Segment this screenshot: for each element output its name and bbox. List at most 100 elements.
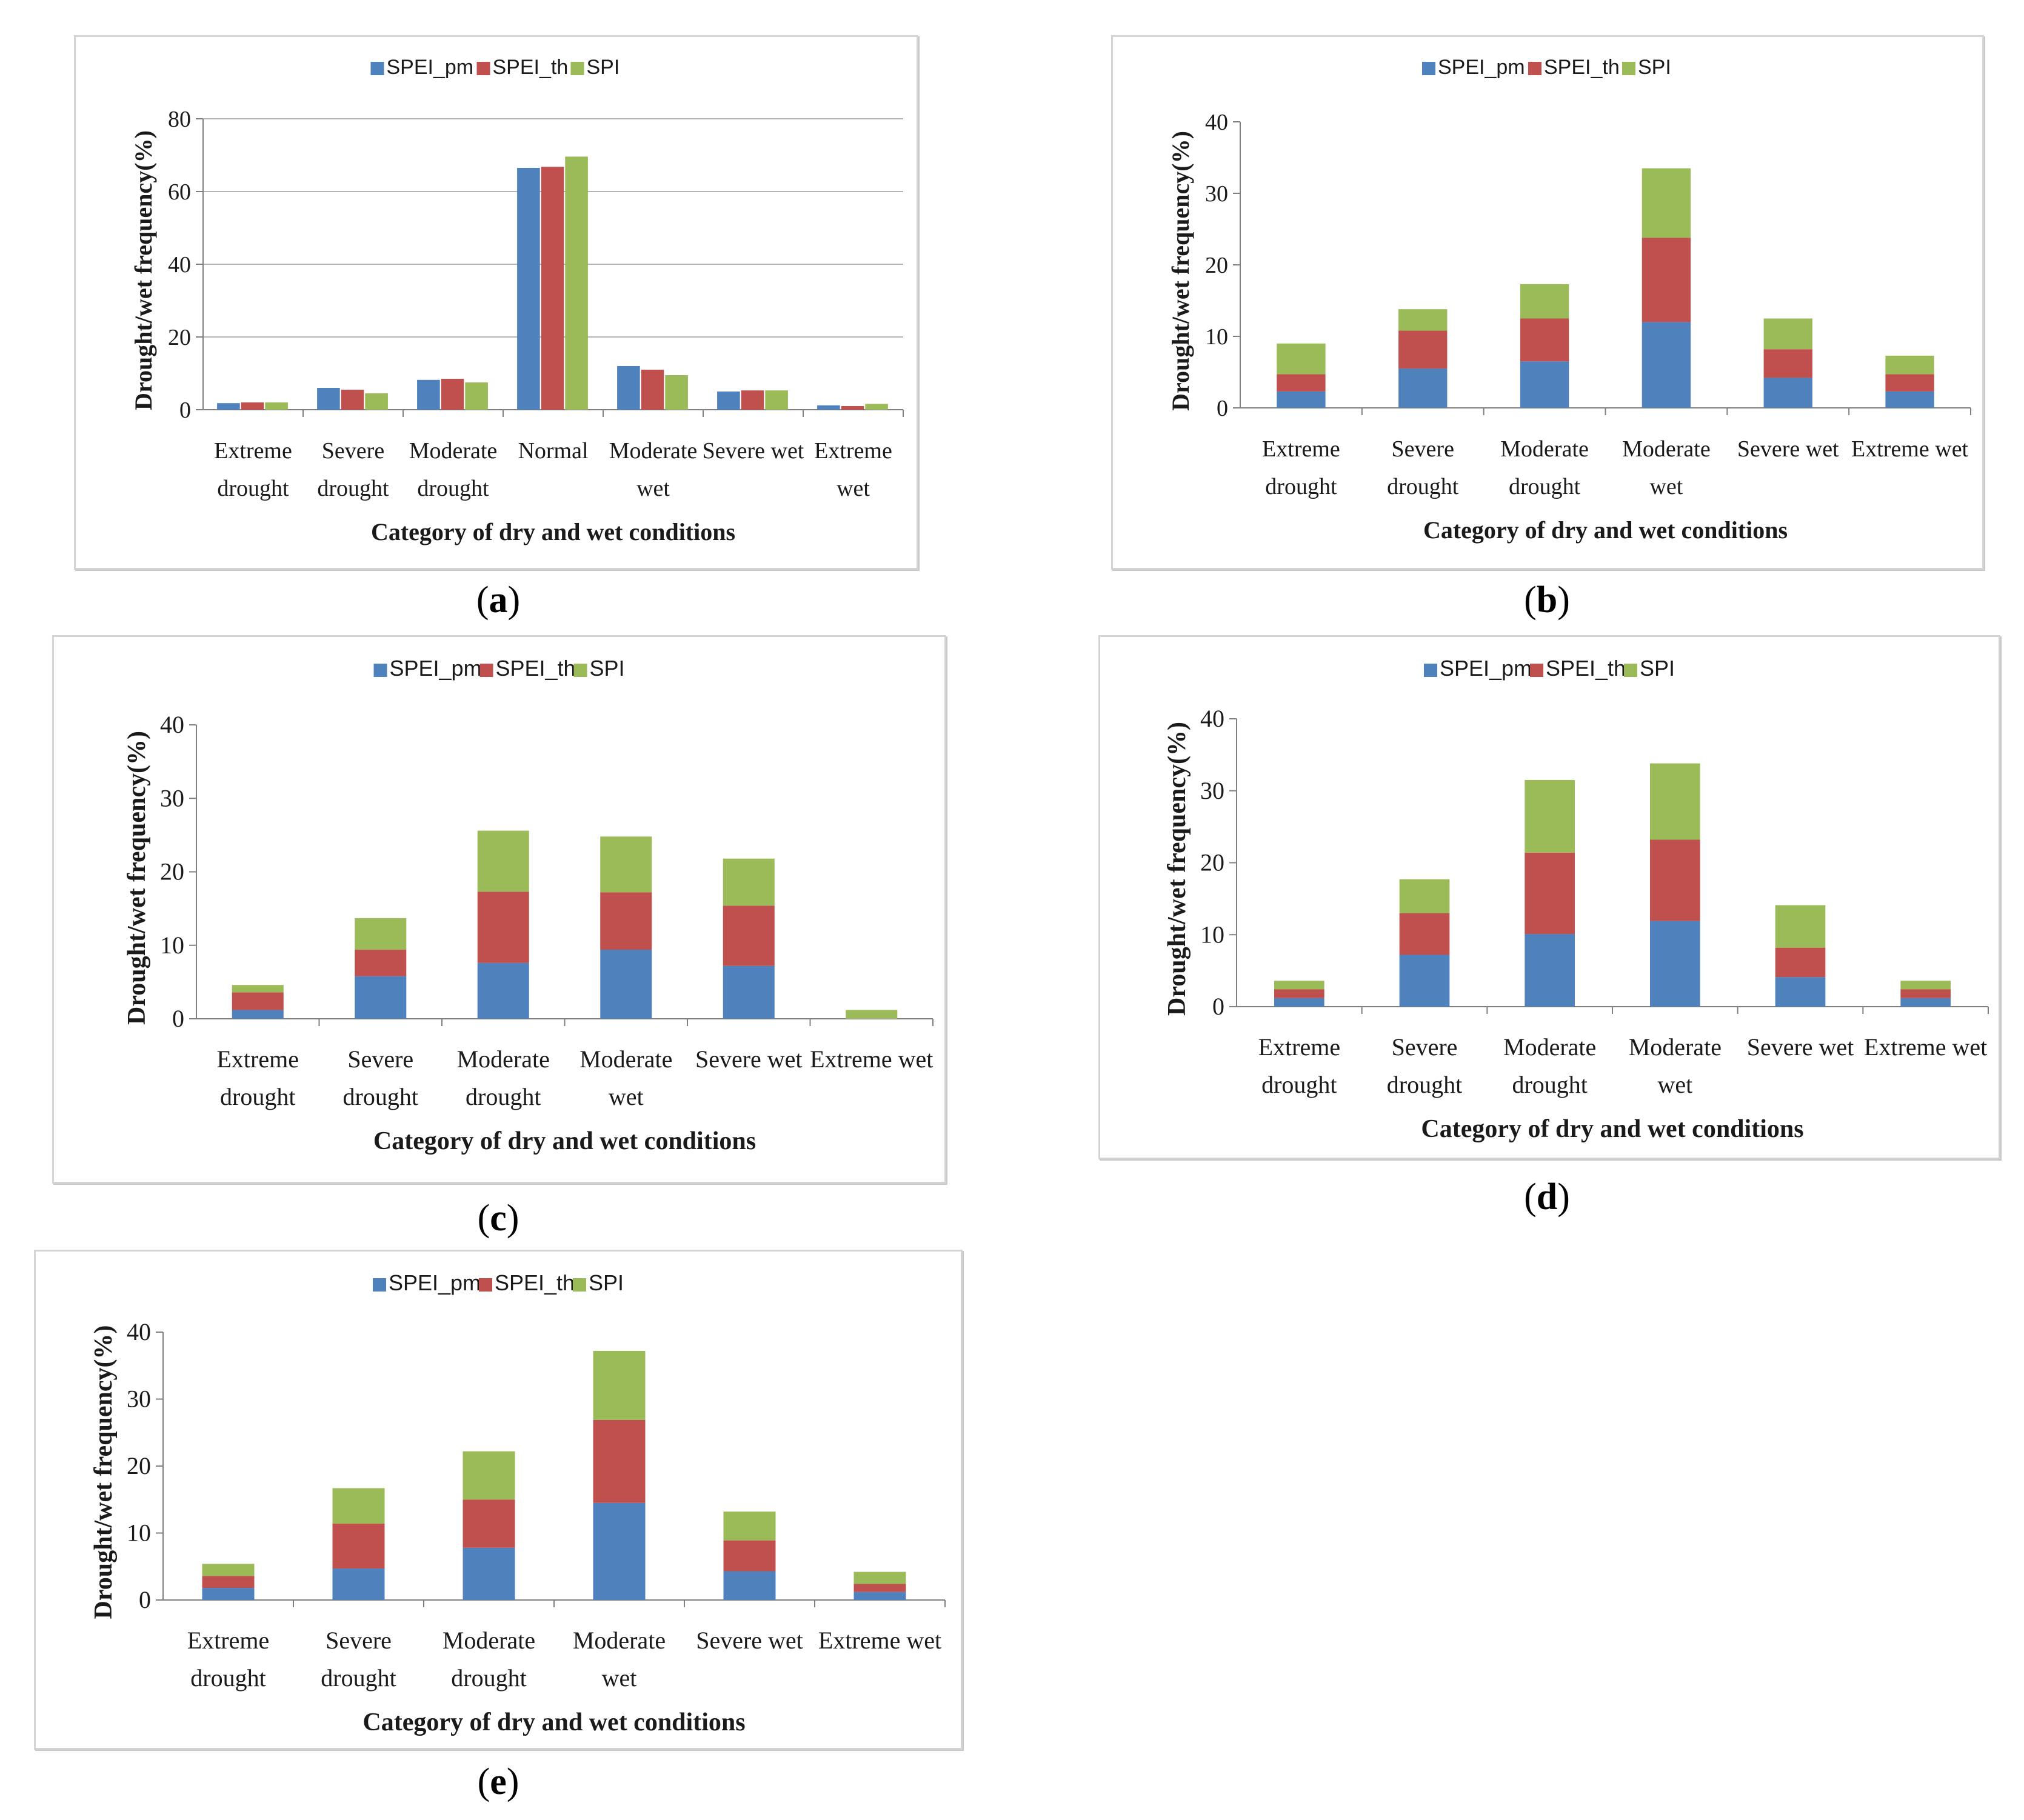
x-axis-title: Category of dry and wet conditions xyxy=(371,518,735,545)
x-axis-title: Category of dry and wet conditions xyxy=(362,1708,745,1736)
caption-e: (e) xyxy=(477,1761,519,1802)
bar-spei-pm xyxy=(477,962,529,1019)
y-tick-label: 10 xyxy=(1200,921,1224,948)
x-tick-label: wet xyxy=(837,476,870,501)
bar-spei-pm xyxy=(417,379,440,410)
bar-spi xyxy=(1900,981,1951,990)
chart-svg-a: SPEI_pm SPEI_th SPI 0 20 40 60 80 Extreme drought… xyxy=(130,56,904,545)
caption-d: (d) xyxy=(1524,1176,1570,1218)
bar-spi xyxy=(1520,284,1569,319)
y-tick-label: 80 xyxy=(168,107,191,132)
bar-spei-th xyxy=(232,992,284,1010)
x-tick-label: drought xyxy=(417,476,489,501)
chart-svg-e: SPEI_pm SPEI_th SPI 0 10 20 30 40 Extreme drought… xyxy=(90,1270,946,1736)
chart-panel-d: SPEI_pm SPEI_th SPI 0 10 20 30 40 Extreme drought… xyxy=(1098,635,2000,1159)
x-tick-label: drought xyxy=(220,1083,295,1110)
y-tick-label: 0 xyxy=(139,1586,151,1613)
legend-swatch-spei-pm xyxy=(370,62,384,75)
bar-spei-pm xyxy=(1775,977,1826,1007)
caption-b: (b) xyxy=(1524,579,1570,621)
y-axis-title: Drought/wet frequency(%) xyxy=(123,731,151,1025)
x-tick-label: Severe wet xyxy=(1737,436,1839,462)
x-tick-label: drought xyxy=(343,1083,418,1110)
legend-swatch-spei-pm xyxy=(373,1278,386,1292)
legend-swatch-spi xyxy=(573,1278,586,1292)
x-tick-label: drought xyxy=(1509,474,1581,499)
x-tick-label: Extreme xyxy=(217,1045,299,1073)
bar-spi xyxy=(1274,981,1324,990)
y-tick-label: 20 xyxy=(168,325,191,350)
bar-spi xyxy=(1399,879,1450,913)
bar-spei-pm xyxy=(723,1571,776,1600)
bar-spei-pm xyxy=(1900,998,1951,1007)
bar-spei-th xyxy=(593,1419,646,1503)
x-tick-label: wet xyxy=(636,476,670,501)
bar-spei-th xyxy=(1900,989,1951,998)
bar-spi xyxy=(1650,763,1700,840)
bar-spei-th xyxy=(1525,852,1575,935)
bar-spi xyxy=(723,1512,776,1541)
y-tick-label: 30 xyxy=(1200,777,1224,804)
bar-spei-th xyxy=(463,1499,515,1548)
legend-label-spei-th: SPEI_th xyxy=(495,1270,575,1295)
legend-label-spei-pm: SPEI_pm xyxy=(389,1270,481,1295)
x-tick-label: drought xyxy=(1387,1071,1462,1098)
bar-spei-th xyxy=(477,892,529,963)
chart-panel-e: SPEI_pm SPEI_th SPI 0 10 20 30 40 Extreme drought… xyxy=(34,1250,963,1750)
caption-c: (c) xyxy=(477,1198,519,1239)
x-tick-label: Extreme xyxy=(187,1627,270,1654)
bar-spi xyxy=(665,375,688,410)
bar-spei-th xyxy=(1520,318,1569,362)
x-tick-label: drought xyxy=(1261,1071,1337,1098)
bar-spei-pm xyxy=(593,1502,646,1600)
bar-spei-pm xyxy=(1642,322,1691,408)
bar-spei-pm xyxy=(1274,998,1324,1007)
x-axis-title: Category of dry and wet conditions xyxy=(373,1127,756,1155)
x-tick-label: Extreme wet xyxy=(810,1045,933,1073)
bar-spei-th xyxy=(441,379,464,410)
bar-spei-pm xyxy=(853,1592,906,1600)
bar-spi xyxy=(202,1564,255,1576)
legend-swatch-spi xyxy=(1624,664,1637,677)
x-tick-label: Moderate xyxy=(1500,436,1589,462)
legend: SPEI_pm SPEI_th SPI xyxy=(370,56,620,79)
x-tick-label: drought xyxy=(217,476,289,501)
y-tick-label: 0 xyxy=(179,398,191,423)
x-tick-label: Moderate xyxy=(1503,1033,1596,1061)
x-tick-label: Moderate xyxy=(1622,436,1711,462)
chart-panel-c: SPEI_pm SPEI_th SPI 0 10 20 30 40 Extreme drought… xyxy=(52,635,946,1184)
legend: SPEI_pm SPEI_th SPI xyxy=(1424,656,1675,681)
y-tick-label: 40 xyxy=(127,1318,151,1345)
chart-svg-c: SPEI_pm SPEI_th SPI 0 10 20 30 40 Extreme drought… xyxy=(123,656,934,1155)
bar-spei-pm xyxy=(355,976,407,1019)
x-tick-label: wet xyxy=(1649,474,1683,499)
chart-panel-a: SPEI_pm SPEI_th SPI 0 20 40 60 80 Extreme drought… xyxy=(74,35,918,570)
bar-spi xyxy=(1525,779,1575,853)
bar-spei-pm xyxy=(517,168,540,410)
legend-label-spei-th: SPEI_th xyxy=(496,656,576,681)
y-tick-label: 30 xyxy=(160,784,184,812)
bar-spi xyxy=(593,1350,646,1420)
bar-spi xyxy=(853,1572,906,1584)
y-tick-label: 60 xyxy=(168,179,191,205)
bar-spi xyxy=(355,918,407,950)
x-tick-label: Severe xyxy=(347,1045,413,1073)
x-axis-title: Category of dry and wet conditions xyxy=(1423,516,1788,544)
bar-spi xyxy=(723,858,775,906)
x-tick-label: Moderate xyxy=(573,1627,666,1654)
x-tick-label: drought xyxy=(1387,474,1459,499)
x-tick-label: Severe wet xyxy=(695,1045,803,1073)
x-tick-label: Moderate xyxy=(443,1627,535,1654)
x-tick-label: Moderate xyxy=(457,1045,550,1073)
bar-spei-th xyxy=(202,1576,255,1588)
y-axis-title: Drought/wet frequency(%) xyxy=(90,1325,118,1619)
bar-spi xyxy=(565,156,588,410)
x-tick-label: Severe xyxy=(322,438,384,464)
x-tick-label: Severe xyxy=(1392,1033,1458,1061)
bar-spei-pm xyxy=(463,1547,515,1600)
y-axis-title: Drought/wet frequency(%) xyxy=(1163,722,1191,1016)
bar-spei-th xyxy=(1650,839,1700,921)
x-tick-label: wet xyxy=(602,1664,637,1692)
y-tick-label: 40 xyxy=(160,711,184,738)
bar-spi xyxy=(1398,309,1448,331)
